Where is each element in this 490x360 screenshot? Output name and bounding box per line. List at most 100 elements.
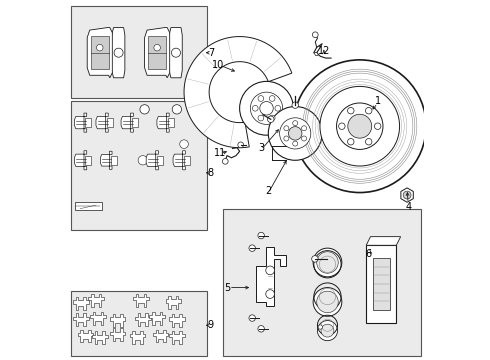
Circle shape — [258, 325, 265, 332]
Text: 6: 6 — [366, 248, 372, 258]
Polygon shape — [132, 118, 138, 127]
Polygon shape — [92, 331, 107, 344]
Polygon shape — [107, 118, 113, 127]
Circle shape — [320, 86, 399, 166]
Bar — [71, 101, 207, 230]
Circle shape — [240, 81, 294, 135]
Text: 8: 8 — [208, 168, 214, 178]
Circle shape — [366, 108, 372, 114]
Circle shape — [270, 96, 275, 102]
Circle shape — [258, 232, 265, 239]
Circle shape — [313, 288, 342, 316]
Circle shape — [258, 96, 264, 102]
Circle shape — [317, 291, 338, 313]
Circle shape — [318, 325, 322, 329]
Circle shape — [347, 108, 354, 114]
Polygon shape — [111, 28, 125, 78]
Circle shape — [258, 115, 264, 121]
Text: 7: 7 — [208, 48, 214, 58]
Circle shape — [312, 256, 318, 262]
Polygon shape — [314, 52, 319, 55]
Polygon shape — [88, 294, 104, 307]
Bar — [223, 209, 421, 356]
Polygon shape — [110, 314, 125, 327]
Bar — [71, 6, 207, 98]
Polygon shape — [78, 329, 93, 342]
Polygon shape — [100, 151, 112, 169]
Polygon shape — [121, 113, 133, 132]
Polygon shape — [256, 247, 286, 306]
Polygon shape — [157, 156, 163, 165]
Circle shape — [348, 114, 372, 138]
Text: 2: 2 — [265, 186, 271, 196]
Polygon shape — [74, 202, 101, 211]
Circle shape — [249, 315, 255, 321]
Circle shape — [317, 252, 338, 273]
Circle shape — [222, 158, 228, 164]
Circle shape — [366, 139, 372, 145]
Polygon shape — [90, 312, 106, 324]
Polygon shape — [166, 296, 181, 309]
Polygon shape — [87, 28, 112, 78]
Polygon shape — [145, 28, 170, 78]
Circle shape — [293, 141, 298, 146]
Polygon shape — [96, 113, 108, 132]
Polygon shape — [85, 156, 92, 165]
Circle shape — [347, 139, 354, 145]
Polygon shape — [153, 329, 169, 342]
Text: 1: 1 — [375, 96, 381, 106]
Polygon shape — [73, 297, 89, 310]
Circle shape — [284, 126, 289, 131]
Circle shape — [266, 266, 274, 275]
Text: 12: 12 — [318, 46, 330, 56]
Polygon shape — [111, 156, 117, 165]
Polygon shape — [157, 113, 169, 132]
Polygon shape — [146, 151, 158, 170]
Circle shape — [294, 60, 426, 193]
Polygon shape — [168, 118, 174, 127]
Polygon shape — [130, 330, 145, 343]
Polygon shape — [373, 258, 390, 310]
Text: 10: 10 — [212, 60, 224, 70]
Polygon shape — [173, 151, 185, 170]
Polygon shape — [133, 294, 149, 307]
Circle shape — [339, 123, 345, 130]
Circle shape — [250, 92, 283, 125]
Circle shape — [270, 115, 275, 121]
Circle shape — [293, 121, 298, 126]
Circle shape — [403, 191, 411, 199]
Circle shape — [268, 116, 274, 122]
Circle shape — [97, 44, 103, 51]
Polygon shape — [184, 156, 190, 165]
Circle shape — [180, 140, 188, 148]
Polygon shape — [73, 314, 89, 326]
Circle shape — [238, 142, 244, 148]
Circle shape — [292, 102, 298, 108]
Polygon shape — [91, 36, 109, 69]
Circle shape — [249, 245, 255, 251]
Polygon shape — [184, 37, 292, 148]
Circle shape — [260, 102, 273, 115]
Circle shape — [313, 32, 318, 38]
Polygon shape — [366, 237, 401, 245]
Circle shape — [140, 105, 149, 114]
Circle shape — [266, 290, 274, 298]
Circle shape — [154, 44, 160, 51]
Circle shape — [301, 126, 307, 131]
Polygon shape — [169, 330, 185, 343]
Polygon shape — [74, 113, 87, 132]
Circle shape — [321, 324, 334, 337]
Text: 11: 11 — [214, 148, 226, 158]
Circle shape — [289, 127, 302, 140]
Circle shape — [284, 136, 289, 141]
Circle shape — [313, 248, 342, 277]
Circle shape — [301, 136, 307, 141]
Circle shape — [275, 105, 281, 111]
Polygon shape — [85, 118, 92, 127]
Circle shape — [252, 105, 258, 111]
Circle shape — [172, 105, 181, 114]
Circle shape — [269, 107, 322, 160]
Text: 3: 3 — [258, 143, 264, 153]
Circle shape — [280, 118, 311, 149]
Polygon shape — [169, 314, 185, 327]
